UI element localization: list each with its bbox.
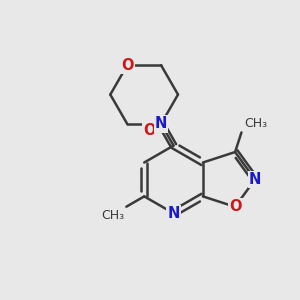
Text: O: O	[121, 58, 134, 73]
Text: N: N	[155, 116, 167, 131]
Text: O: O	[229, 199, 241, 214]
Text: N: N	[167, 206, 180, 221]
Text: N: N	[249, 172, 261, 187]
Text: O: O	[143, 123, 156, 138]
Text: CH₃: CH₃	[101, 209, 124, 222]
Text: CH₃: CH₃	[244, 117, 267, 130]
